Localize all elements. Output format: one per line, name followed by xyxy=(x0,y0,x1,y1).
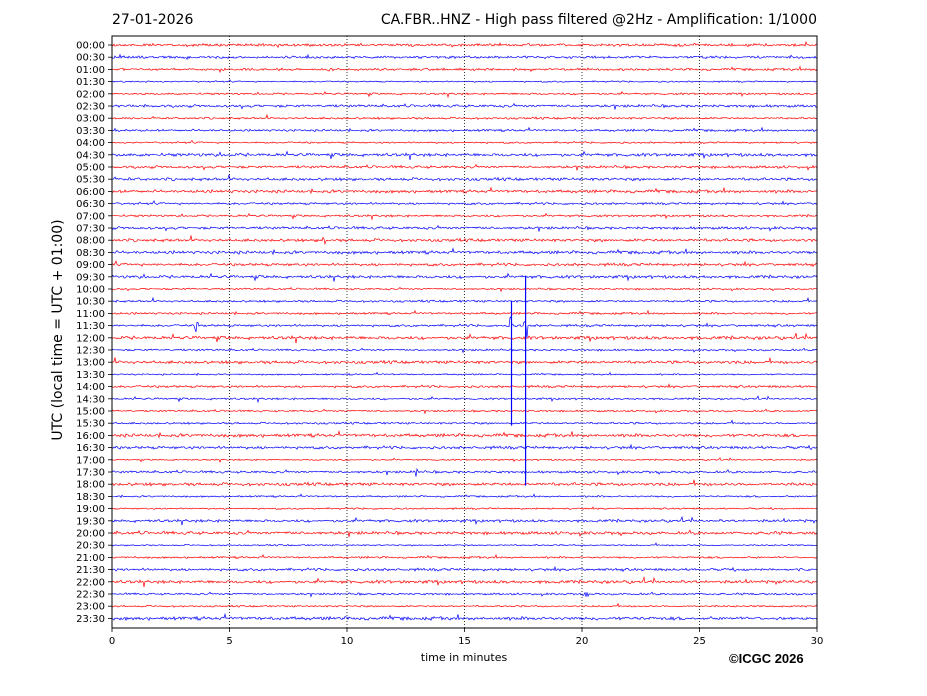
y-tick-label: 06:00 xyxy=(76,187,105,198)
y-tick-label: 21:00 xyxy=(76,553,105,564)
trace-1200 xyxy=(111,332,818,344)
trace-1930 xyxy=(111,515,818,526)
y-tick-label: 06:30 xyxy=(76,199,105,210)
date-label: 27-01-2026 xyxy=(112,12,194,28)
trace-2030 xyxy=(111,542,818,547)
y-tick-label: 07:30 xyxy=(76,224,105,235)
y-tick-label: 00:00 xyxy=(76,41,105,52)
trace-0630 xyxy=(111,200,818,206)
x-tick-label: 15 xyxy=(458,636,471,647)
y-tick-label: 05:30 xyxy=(76,175,105,186)
y-tick-label: 14:00 xyxy=(76,382,105,393)
y-tick-label: 00:30 xyxy=(76,53,105,64)
y-tick-label: 19:00 xyxy=(76,504,105,515)
y-tick-label: 15:30 xyxy=(76,419,105,430)
y-tick-label: 12:00 xyxy=(76,333,105,344)
y-tick-label: 12:30 xyxy=(76,346,105,357)
trace-1130 xyxy=(111,315,818,338)
x-axis-label: time in minutes xyxy=(420,651,508,664)
trace-0730 xyxy=(111,224,818,232)
chart-title: CA.FBR..HNZ - High pass filtered @2Hz - … xyxy=(380,12,817,28)
y-tick-label: 20:00 xyxy=(76,529,105,540)
y-tick-label: 13:00 xyxy=(76,358,105,369)
x-tick-label: 5 xyxy=(226,636,232,647)
plot-frame xyxy=(111,35,818,629)
trace-1800 xyxy=(111,479,818,487)
y-tick-label: 09:00 xyxy=(76,260,105,271)
y-tick-label: 09:30 xyxy=(76,272,105,283)
x-tick-label: 10 xyxy=(341,636,354,647)
y-tick-label: 15:00 xyxy=(76,407,105,418)
y-axis-label: UTC (local time = UTC + 01:00) xyxy=(50,219,66,441)
y-tick-label: 16:00 xyxy=(76,431,105,442)
x-axis-ticks: 0 5 10 15 20 25 30 xyxy=(109,628,824,647)
y-tick-label: 08:00 xyxy=(76,236,105,247)
trace-1830 xyxy=(111,493,818,499)
copyright-label: ©ICGC 2026 xyxy=(729,651,804,666)
trace-0930 xyxy=(111,272,818,282)
x-tick-label: 0 xyxy=(109,636,115,647)
traces-group xyxy=(111,40,818,622)
trace-1000 xyxy=(111,286,818,293)
y-tick-label: 21:30 xyxy=(76,565,105,576)
trace-0500 xyxy=(112,163,818,171)
y-tick-label: 01:00 xyxy=(76,65,105,76)
y-tick-label: 11:30 xyxy=(76,321,105,332)
y-tick-label: 23:30 xyxy=(76,614,105,625)
y-tick-label: 01:30 xyxy=(76,77,105,88)
y-tick-label: 14:30 xyxy=(76,394,105,405)
y-tick-label: 20:30 xyxy=(76,541,105,552)
y-tick-label: 17:30 xyxy=(76,468,105,479)
y-tick-label: 02:30 xyxy=(76,102,105,113)
y-tick-label: 02:00 xyxy=(76,89,105,100)
trace-0800 xyxy=(111,235,818,246)
y-tick-label: 22:30 xyxy=(76,590,105,601)
trace-2100 xyxy=(111,554,818,560)
y-tick-label: 18:00 xyxy=(76,480,105,491)
y-tick-label: 16:30 xyxy=(76,443,105,454)
y-tick-label: 19:30 xyxy=(76,516,105,527)
trace-1230 xyxy=(111,347,818,354)
trace-0030 xyxy=(111,53,818,60)
y-tick-label: 04:00 xyxy=(76,138,105,149)
y-tick-label: 11:00 xyxy=(76,309,105,320)
y-tick-label: 03:30 xyxy=(76,126,105,137)
y-tick-label: 23:00 xyxy=(76,602,105,613)
y-tick-label: 05:00 xyxy=(76,163,105,174)
trace-1730 xyxy=(111,467,818,477)
trace-1330 xyxy=(112,371,818,376)
y-tick-label: 07:00 xyxy=(76,211,105,222)
trace-2000 xyxy=(112,529,818,538)
y-tick-label: 13:30 xyxy=(76,370,105,381)
y-tick-label: 17:00 xyxy=(76,455,105,466)
y-tick-label: 22:00 xyxy=(76,577,105,588)
y-tick-label: 18:30 xyxy=(76,492,105,503)
y-tick-label: 03:00 xyxy=(76,114,105,125)
trace-1900 xyxy=(111,506,818,511)
trace-2130 xyxy=(111,565,818,573)
trace-1100 xyxy=(111,309,818,316)
x-tick-label: 30 xyxy=(811,636,824,647)
grid-lines xyxy=(229,36,700,628)
y-tick-label: 10:30 xyxy=(76,297,105,308)
y-tick-label: 04:30 xyxy=(76,150,105,161)
trace-0430 xyxy=(111,150,818,160)
y-tick-label: 10:00 xyxy=(76,285,105,296)
y-tick-label: 08:30 xyxy=(76,248,105,259)
x-tick-label: 25 xyxy=(693,636,706,647)
x-tick-label: 20 xyxy=(576,636,589,647)
